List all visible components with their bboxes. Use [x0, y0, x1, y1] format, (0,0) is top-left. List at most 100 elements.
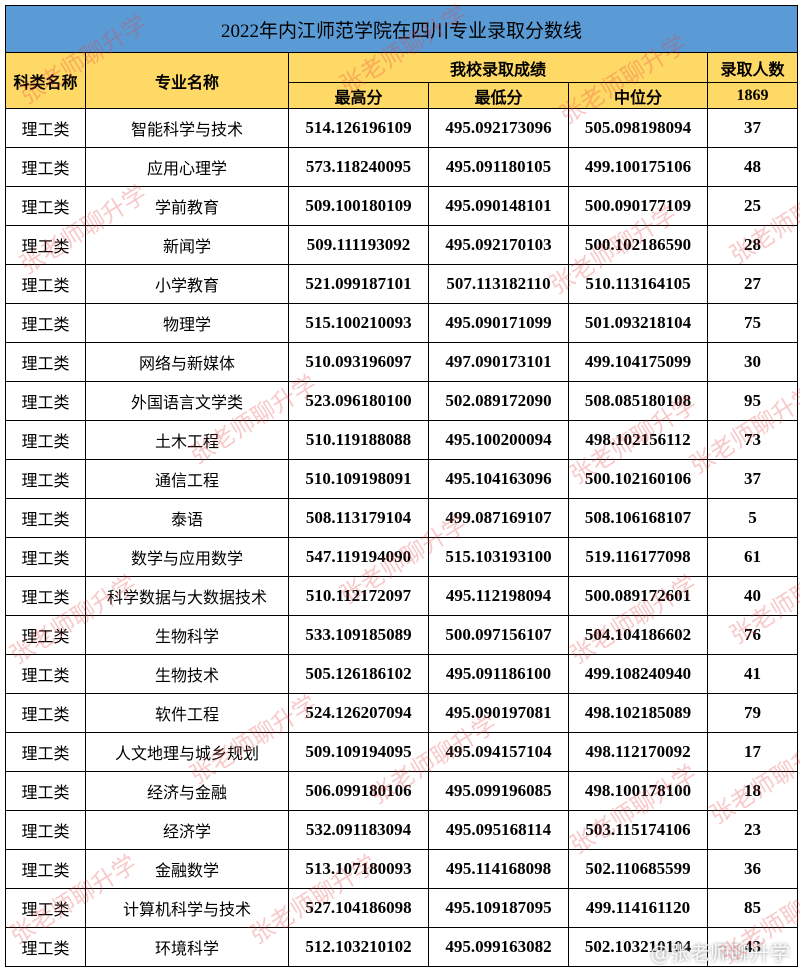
- number-cell: 5: [706, 498, 799, 538]
- number-cell: 23: [706, 810, 799, 850]
- text-cell: 新闻学: [85, 225, 289, 265]
- text-cell: 经济学: [85, 810, 289, 850]
- text-cell: 理工类: [5, 459, 86, 499]
- header-cell: 专业名称: [85, 52, 289, 109]
- number-cell: 505.098198094: [568, 108, 708, 148]
- text-cell: 理工类: [5, 849, 86, 889]
- text-cell: 数学与应用数学: [85, 537, 289, 577]
- text-cell: 理工类: [5, 810, 86, 850]
- data-row: 理工类 小学教育 521.099187101 507.113182110 510.113…: [5, 264, 799, 304]
- number-cell: 25: [706, 186, 799, 226]
- title-row: 2022年内江师范学院在四川专业录取分数线: [4, 5, 799, 53]
- number-cell: 509.100180109: [288, 186, 429, 226]
- header-cell: 中位分: [568, 82, 708, 109]
- number-cell: 43: [706, 927, 799, 967]
- data-row: 理工类 经济与金融 506.099180106 495.099196085 498.10…: [5, 771, 799, 811]
- number-cell: 495.112198094: [428, 576, 569, 616]
- data-row: 理工类 环境科学 512.103210102 495.099163082 502.103…: [5, 927, 799, 967]
- data-row: 理工类 智能科学与技术 514.126196109 495.092173096 505.…: [5, 108, 799, 148]
- number-cell: 498.102156112: [568, 420, 708, 460]
- text-cell: 学前教育: [85, 186, 289, 226]
- text-cell: 网络与新媒体: [85, 342, 289, 382]
- data-row: 理工类 通信工程 510.109198091 495.104163096 500.102…: [5, 459, 799, 499]
- number-cell: 41: [706, 654, 799, 694]
- number-cell: 27: [706, 264, 799, 304]
- number-cell: 499.100175106: [568, 147, 708, 187]
- data-row: 理工类 生物科学 533.109185089 500.097156107 504.104…: [5, 615, 799, 655]
- number-cell: 499.108240940: [568, 654, 708, 694]
- text-cell: 小学教育: [85, 264, 289, 304]
- text-cell: 理工类: [5, 381, 86, 421]
- data-row: 理工类 泰语 508.113179104 499.087169107 508.10616…: [5, 498, 799, 538]
- number-cell: 48: [706, 147, 799, 187]
- text-cell: 经济与金融: [85, 771, 289, 811]
- number-cell: 37: [706, 459, 799, 499]
- number-cell: 85: [706, 888, 799, 928]
- number-cell: 495.090197081: [428, 693, 569, 733]
- data-row: 理工类 计算机科学与技术 527.104186098 495.109187095 499…: [5, 888, 799, 928]
- number-cell: 495.091186100: [428, 654, 569, 694]
- number-cell: 573.118240095: [288, 147, 429, 187]
- number-cell: 514.126196109: [288, 108, 429, 148]
- data-row: 理工类 科学数据与大数据技术 510.112172097 495.112198094 5…: [5, 576, 799, 616]
- number-cell: 495.099163082: [428, 927, 569, 967]
- data-row: 理工类 应用心理学 573.118240095 495.091180105 499.10…: [5, 147, 799, 187]
- text-cell: 计算机科学与技术: [85, 888, 289, 928]
- number-cell: 509.109194095: [288, 732, 429, 772]
- number-cell: 521.099187101: [288, 264, 429, 304]
- text-cell: 理工类: [5, 108, 86, 148]
- text-cell: 理工类: [5, 147, 86, 187]
- score-table: 2022年内江师范学院在四川专业录取分数线 科类名称 专业名称 我校录取成绩 录…: [4, 5, 799, 967]
- header-cell: 最低分: [428, 82, 569, 109]
- number-cell: 18: [706, 771, 799, 811]
- number-cell: 73: [706, 420, 799, 460]
- data-row: 理工类 外国语言文学类 523.096180100 502.089172090 508.…: [5, 381, 799, 421]
- data-row: 理工类 新闻学 509.111193092 495.092170103 500.1021…: [5, 225, 799, 265]
- number-cell: 495.109187095: [428, 888, 569, 928]
- header-row: 最高分 最低分 中位分 1869: [6, 82, 799, 109]
- number-cell: 61: [706, 537, 799, 577]
- number-cell: 510.113164105: [568, 264, 708, 304]
- number-cell: 500.102186590: [568, 225, 708, 265]
- number-cell: 495.090148101: [428, 186, 569, 226]
- number-cell: 510.093196097: [288, 342, 429, 382]
- number-cell: 79: [706, 693, 799, 733]
- number-cell: 500.089172601: [568, 576, 708, 616]
- number-cell: 30: [706, 342, 799, 382]
- number-cell: 498.100178100: [568, 771, 708, 811]
- text-cell: 生物科学: [85, 615, 289, 655]
- data-row: 理工类 软件工程 524.126207094 495.090197081 498.102…: [5, 693, 799, 733]
- number-cell: 533.109185089: [288, 615, 429, 655]
- number-cell: 497.090173101: [428, 342, 569, 382]
- number-cell: 527.104186098: [288, 888, 429, 928]
- number-cell: 502.103210104: [568, 927, 708, 967]
- header-cell: 科类名称: [5, 52, 86, 109]
- number-cell: 498.102185089: [568, 693, 708, 733]
- text-cell: 理工类: [5, 888, 86, 928]
- number-cell: 508.113179104: [288, 498, 429, 538]
- text-cell: 理工类: [5, 537, 86, 577]
- text-cell: 理工类: [5, 498, 86, 538]
- text-cell: 生物技术: [85, 654, 289, 694]
- data-row: 理工类 金融数学 513.107180093 495.114168098 502.110…: [5, 849, 799, 889]
- number-cell: 510.119188088: [288, 420, 429, 460]
- number-cell: 495.114168098: [428, 849, 569, 889]
- number-cell: 502.089172090: [428, 381, 569, 421]
- text-cell: 理工类: [5, 264, 86, 304]
- text-cell: 理工类: [5, 771, 86, 811]
- number-cell: 28: [706, 225, 799, 265]
- text-cell: 理工类: [5, 654, 86, 694]
- text-cell: 理工类: [5, 186, 86, 226]
- number-cell: 75: [706, 303, 799, 343]
- number-cell: 495.094157104: [428, 732, 569, 772]
- number-cell: 495.100200094: [428, 420, 569, 460]
- number-cell: 495.095168114: [428, 810, 569, 850]
- data-row: 理工类 网络与新媒体 510.093196097 497.090173101 499.1…: [5, 342, 799, 382]
- number-cell: 503.115174106: [568, 810, 708, 850]
- text-cell: 理工类: [5, 303, 86, 343]
- header-cell: 录取人数: [706, 52, 799, 83]
- number-cell: 502.110685599: [568, 849, 708, 889]
- data-row: 理工类 物理学 515.100210093 495.090171099 501.0932…: [5, 303, 799, 343]
- data-row: 理工类 人文地理与城乡规划 509.109194095 495.094157104 49…: [5, 732, 799, 772]
